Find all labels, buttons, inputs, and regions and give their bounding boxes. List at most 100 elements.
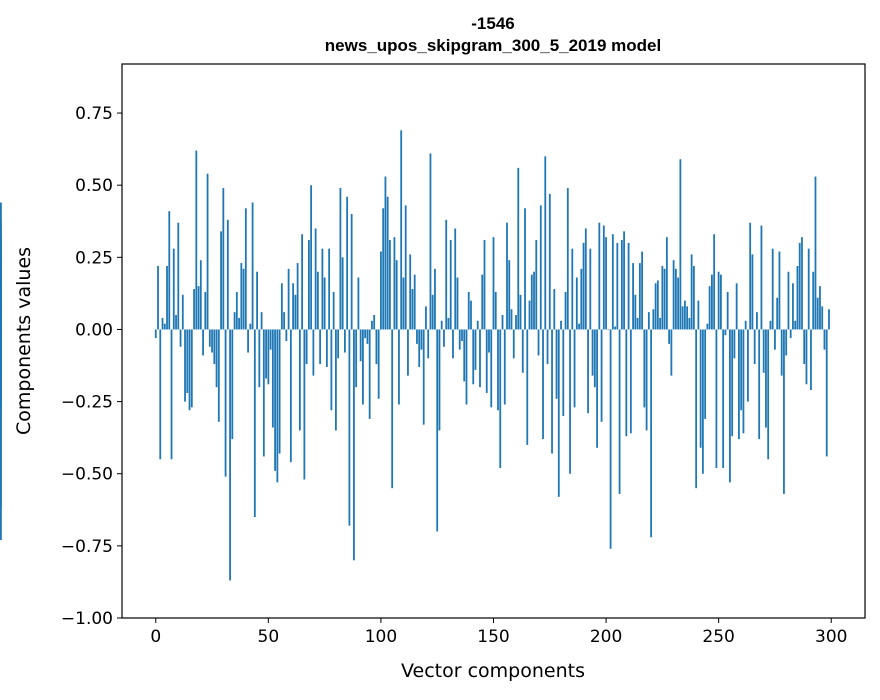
- bar-182: [564, 291, 567, 330]
- bar-9: [175, 315, 177, 330]
- bar-163: [521, 329, 524, 373]
- bar-169: [535, 240, 538, 330]
- bar-298: [825, 329, 828, 457]
- bar-273: [769, 320, 772, 330]
- bar-134: [456, 277, 459, 330]
- bar-171: [539, 205, 542, 330]
- y-tick-label: −0.25: [61, 393, 113, 413]
- bar-137: [463, 329, 466, 382]
- bar-121: [427, 329, 430, 359]
- bar-76: [325, 329, 328, 367]
- bar-230: [672, 260, 675, 330]
- bar-290: [807, 248, 810, 330]
- y-axis-label: Components values: [13, 247, 35, 435]
- bar-186: [573, 329, 576, 408]
- bar-261: [742, 329, 745, 434]
- bar-219: [647, 312, 650, 330]
- bar-180: [560, 320, 562, 330]
- bar-5: [166, 265, 168, 330]
- bar-88: [353, 329, 355, 561]
- bar-87: [350, 214, 353, 330]
- bar-98: [375, 329, 378, 365]
- bar-293: [814, 176, 817, 330]
- bar-31: [224, 329, 227, 477]
- bar-283: [792, 283, 794, 330]
- bar-84: [344, 329, 346, 353]
- bar-143: [476, 320, 479, 330]
- bar-2: [159, 329, 162, 460]
- bar-12: [181, 294, 184, 330]
- bar-74: [321, 248, 324, 330]
- bar-271: [765, 329, 767, 428]
- bar-48: [262, 329, 265, 457]
- bar-undefined: [0, 329, 2, 509]
- bar-167: [530, 274, 533, 330]
- bar-162: [519, 294, 522, 330]
- bar-211: [629, 329, 632, 434]
- bar-276: [776, 297, 779, 330]
- bar-140: [470, 300, 472, 330]
- bar-70: [312, 329, 315, 376]
- bar-288: [803, 329, 806, 365]
- bar-77: [328, 248, 331, 330]
- x-tick-label: 50: [258, 627, 280, 647]
- bar-126: [438, 329, 441, 431]
- bar-28: [217, 329, 220, 422]
- bar-268: [758, 329, 761, 440]
- bar-94: [366, 329, 369, 344]
- bar-181: [562, 329, 565, 417]
- bar-78: [330, 329, 333, 411]
- bar-59: [287, 268, 290, 330]
- bar-104: [389, 240, 391, 330]
- bar-203: [611, 234, 614, 330]
- bar-109: [400, 130, 403, 330]
- bar-141: [472, 329, 475, 385]
- bar-82: [339, 188, 342, 330]
- bar-6: [168, 211, 171, 330]
- bar-79: [332, 291, 335, 330]
- bar-199: [602, 225, 605, 330]
- bar-16: [190, 329, 193, 408]
- bar-148: [488, 329, 490, 353]
- bar-116: [416, 329, 418, 344]
- y-tick-label: 0.25: [75, 248, 113, 268]
- bar-193: [589, 248, 592, 330]
- bar-279: [783, 329, 785, 494]
- y-tick-label: −0.50: [61, 465, 113, 485]
- bar-128: [443, 329, 445, 347]
- y-tick-label: 0.00: [75, 320, 113, 340]
- bar-66: [303, 329, 306, 480]
- bar-284: [794, 320, 797, 330]
- bar-232: [677, 277, 680, 330]
- bar-264: [749, 222, 752, 330]
- bar-281: [787, 271, 790, 330]
- bar-19: [197, 286, 200, 330]
- bar-170: [537, 329, 540, 356]
- bar-68: [307, 240, 310, 330]
- bar-150: [492, 237, 495, 330]
- bar-185: [571, 248, 574, 330]
- bar-32: [226, 219, 229, 330]
- bar-37: [238, 317, 240, 330]
- bar-72: [316, 271, 319, 330]
- bar-176: [551, 329, 553, 454]
- bar-155: [503, 329, 506, 405]
- plot-frame: [121, 63, 866, 619]
- bar-33: [229, 329, 231, 581]
- bar-54: [276, 329, 279, 483]
- bar-21: [202, 329, 204, 356]
- bar-177: [553, 289, 556, 330]
- bar-129: [445, 219, 448, 330]
- bar-260: [740, 329, 743, 411]
- bar-237: [688, 317, 691, 330]
- bar-178: [555, 329, 558, 399]
- bar-222: [654, 283, 657, 330]
- bar-67: [305, 329, 308, 365]
- bar-209: [625, 329, 628, 437]
- y-tick-label: −0.75: [61, 537, 113, 557]
- bar-110: [402, 277, 405, 330]
- bar-55: [278, 329, 281, 454]
- bar-11: [179, 329, 182, 347]
- bar-23: [206, 173, 209, 330]
- bar-280: [785, 329, 788, 356]
